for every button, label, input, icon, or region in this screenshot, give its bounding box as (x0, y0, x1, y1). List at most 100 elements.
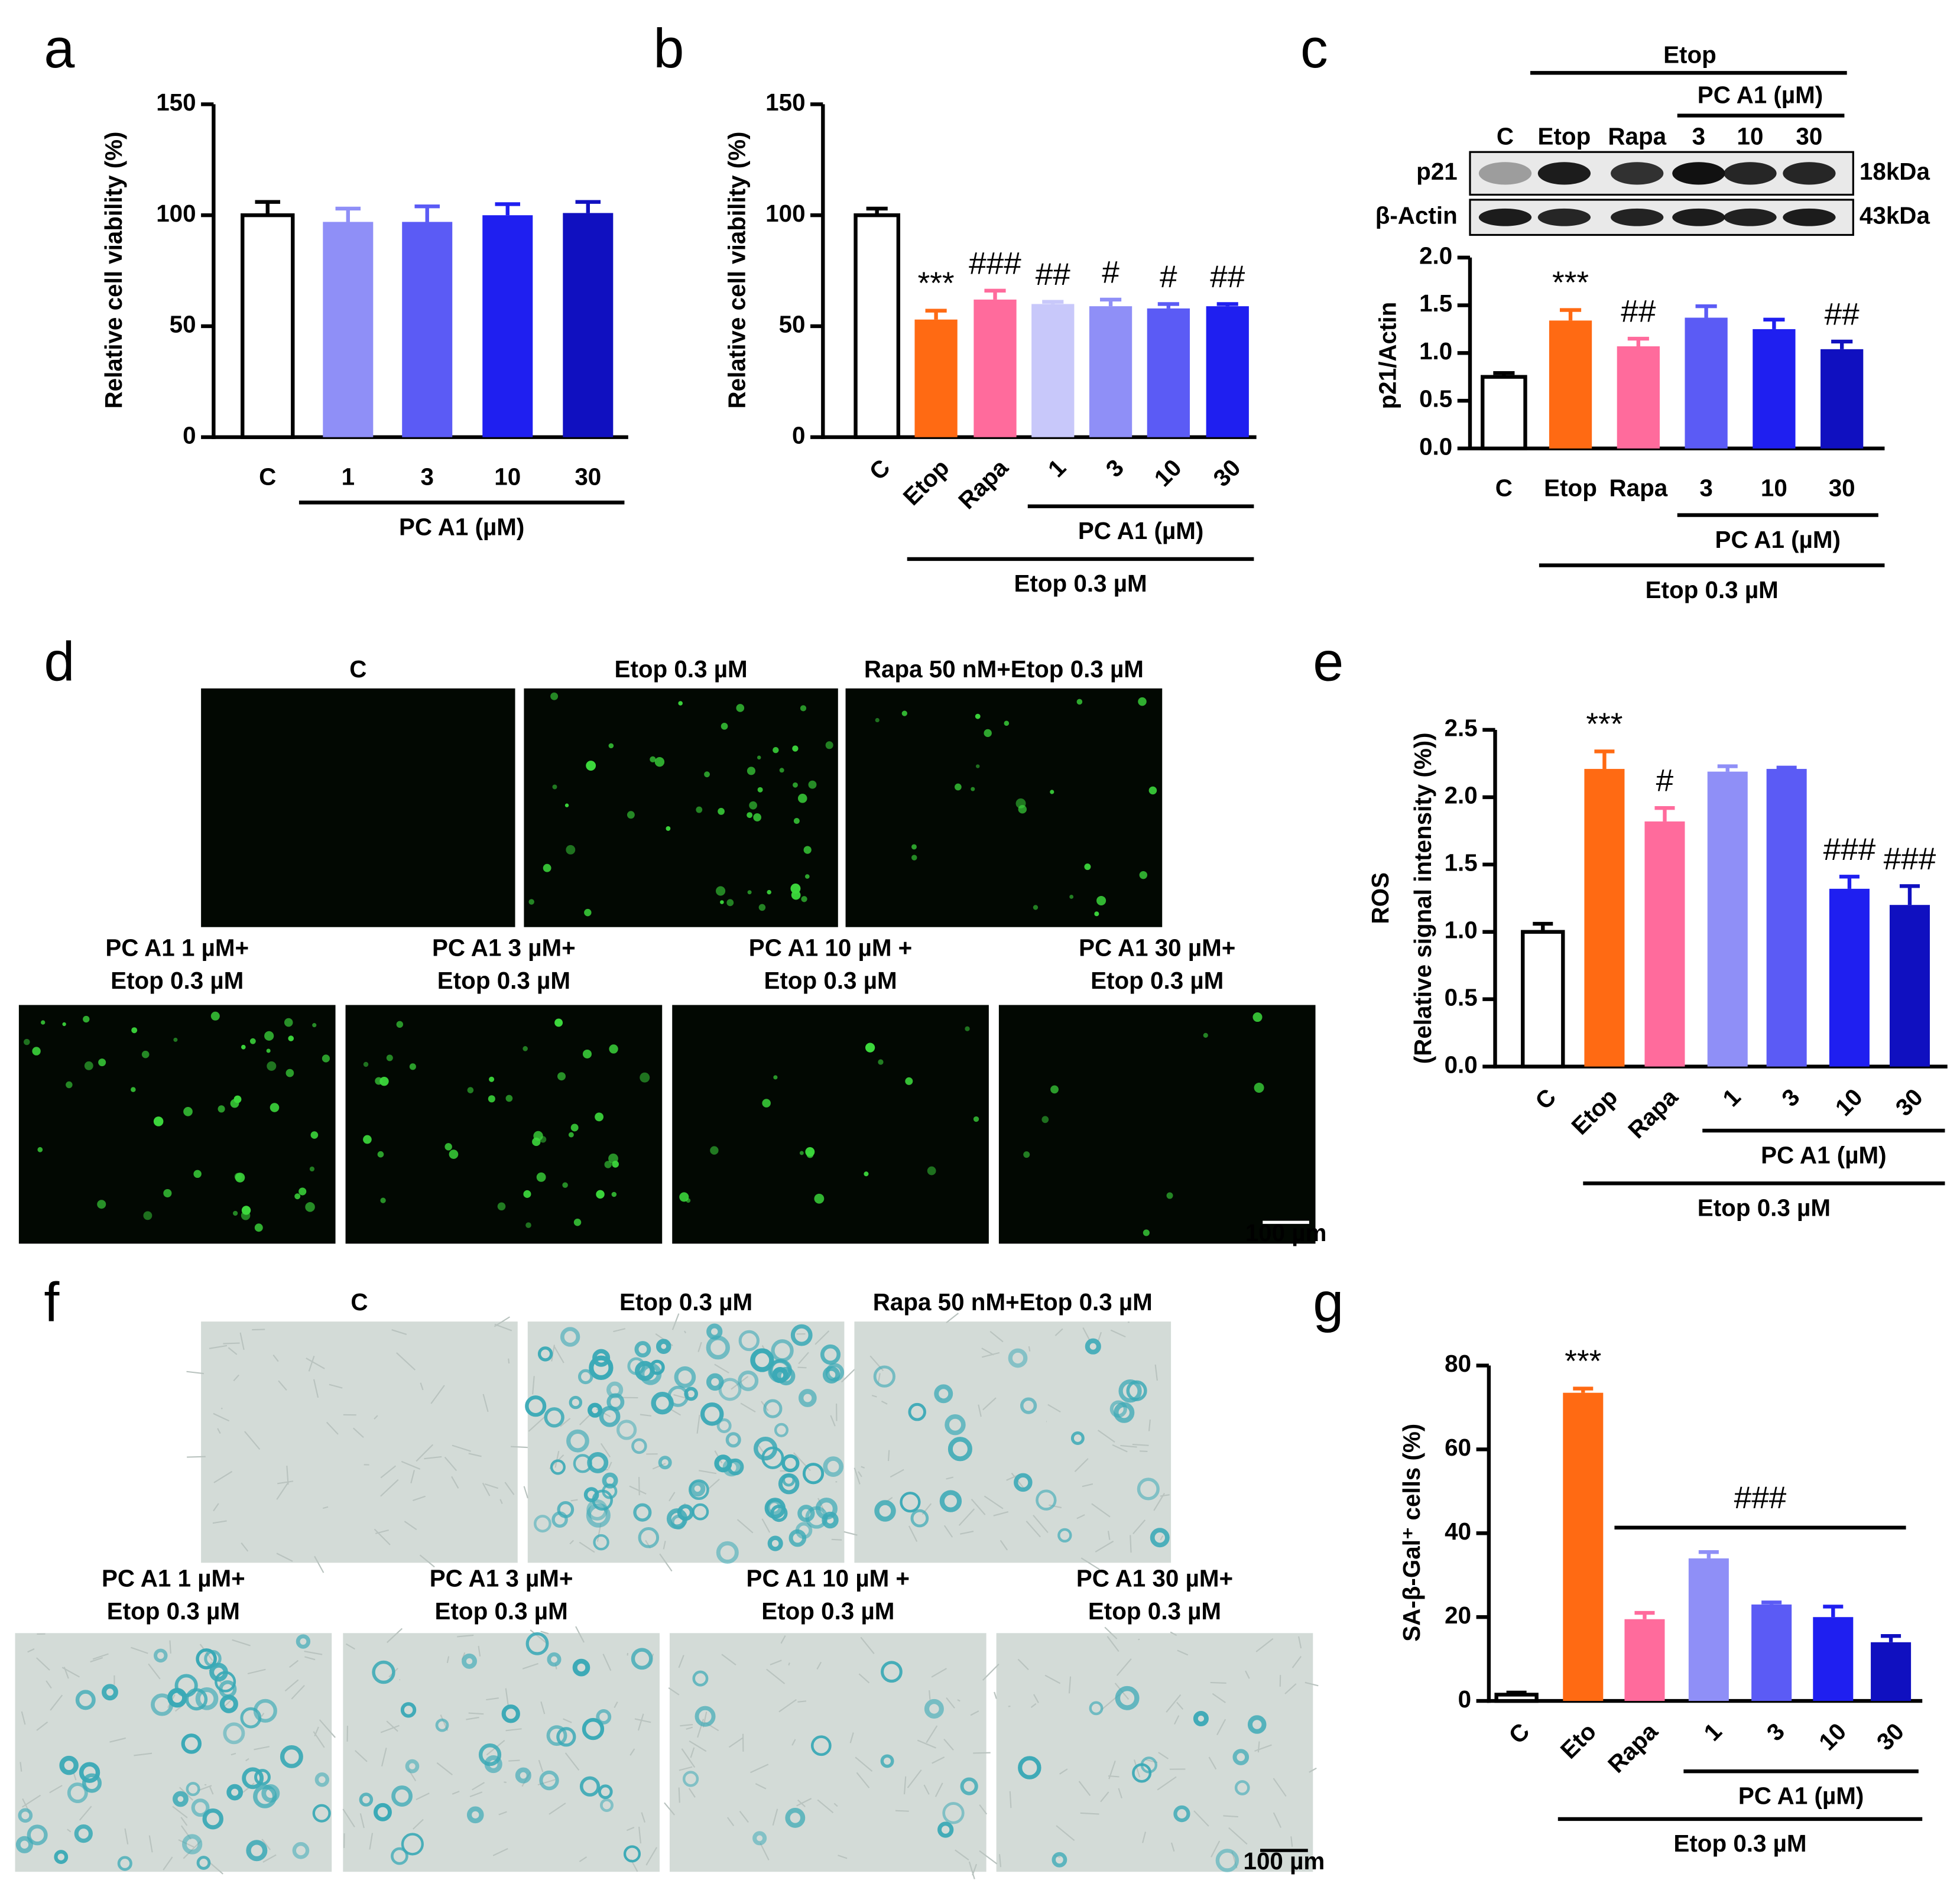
cell-outline (684, 1330, 687, 1334)
y-tick-label: 100 (765, 200, 805, 227)
cell-outline (186, 1371, 205, 1375)
cell-outline (686, 1726, 693, 1730)
cell-outline (1304, 1681, 1319, 1687)
cell (1252, 1012, 1263, 1022)
cell-outline (670, 1408, 682, 1416)
cell-outline (220, 1407, 223, 1410)
cell-outline (817, 1799, 834, 1814)
cell (582, 1049, 592, 1058)
cell (97, 1200, 106, 1209)
cell-outline (505, 1728, 522, 1732)
cell (181, 1733, 202, 1754)
cell (505, 1095, 513, 1102)
cell (873, 1365, 895, 1388)
cell (1247, 1715, 1267, 1734)
cell (905, 1077, 913, 1085)
cell-outline (1011, 1472, 1026, 1490)
x-tick-label: Rapa (1602, 1717, 1663, 1778)
cell (1254, 1083, 1264, 1093)
micrograph-title: Etop 0.3 µM (1088, 1597, 1221, 1625)
cell (753, 813, 761, 821)
cell-outline (345, 1643, 355, 1650)
panel-label: c (1300, 17, 1328, 79)
cell (1166, 1192, 1173, 1199)
y-tick-label: 150 (156, 89, 196, 116)
cell (1150, 1528, 1170, 1548)
cell (288, 1035, 294, 1041)
x-tick-label: C (1503, 1717, 1534, 1749)
cell-outline (538, 1759, 544, 1772)
cell-outline (504, 1482, 515, 1495)
cell-outline (602, 1654, 612, 1671)
bar (914, 319, 958, 437)
cell (579, 1776, 601, 1797)
cell (1203, 1032, 1208, 1038)
cell (1050, 790, 1054, 794)
cell (181, 1834, 203, 1855)
cell (822, 1366, 841, 1384)
cell (627, 811, 635, 819)
y-axis-label: ROS (1367, 872, 1394, 924)
cell-outline (858, 1471, 862, 1477)
cell-outline (228, 1347, 238, 1355)
bar (1766, 769, 1807, 1067)
cell-outline (67, 1829, 72, 1833)
cell (583, 1487, 599, 1502)
y-tick-label: 0.0 (1445, 1051, 1478, 1078)
bar (1707, 771, 1748, 1067)
x-tick-label: 10 (1830, 1083, 1868, 1121)
cell (584, 908, 592, 917)
group-label: PC A1 (µM) (1761, 1141, 1886, 1168)
cell (820, 1344, 841, 1365)
cell (233, 1095, 242, 1103)
cell (195, 1687, 219, 1710)
cell (706, 1336, 730, 1360)
x-tick-label: Rapa (953, 453, 1014, 514)
cell (679, 1192, 689, 1202)
cell-outline (486, 1697, 499, 1701)
cell-outline (1104, 1626, 1118, 1639)
cell (546, 1725, 567, 1746)
cell (564, 803, 569, 807)
cell-outline (244, 1431, 261, 1450)
cell-outline (1158, 1752, 1169, 1759)
cell-outline (1068, 1676, 1072, 1694)
panel-label: d (44, 630, 74, 692)
cell (666, 1508, 688, 1529)
micrograph-title: Etop 0.3 µM (615, 655, 748, 683)
group-label: Etop 0.3 µM (1673, 1830, 1806, 1857)
cell (312, 1804, 331, 1823)
cell-outline (1298, 1636, 1302, 1649)
cell-outline (322, 1506, 329, 1509)
cell-outline (931, 1668, 947, 1678)
cell (1041, 1116, 1049, 1123)
cell-outline (652, 1463, 666, 1470)
cell-outline (498, 1811, 507, 1816)
cell (716, 1541, 739, 1564)
cell-outline (833, 1803, 838, 1807)
cell (186, 1782, 200, 1797)
cell (242, 1767, 264, 1790)
cell-outline (1076, 1514, 1085, 1519)
cell-outline (90, 1657, 103, 1663)
cell (577, 1369, 593, 1385)
cell (536, 1172, 546, 1182)
cell-outline (163, 1856, 173, 1870)
y-axis-label: p21/Actin (1374, 302, 1401, 410)
cell-outline (1107, 1531, 1111, 1540)
cell (294, 1193, 301, 1200)
x-tick-label: 30 (1890, 1083, 1928, 1121)
cell-outline (342, 1808, 355, 1827)
cell (467, 1087, 474, 1093)
cell-outline (540, 1631, 549, 1635)
cell-outline (1273, 1812, 1282, 1829)
cell-outline (353, 1427, 364, 1438)
cell-outline (1028, 1346, 1031, 1352)
cell (589, 1355, 614, 1380)
cell (700, 1402, 724, 1426)
x-tick-label: C (1530, 1083, 1561, 1115)
cell-outline (1154, 1364, 1158, 1381)
cell-outline (457, 1634, 474, 1638)
cell-outline (209, 1786, 214, 1795)
